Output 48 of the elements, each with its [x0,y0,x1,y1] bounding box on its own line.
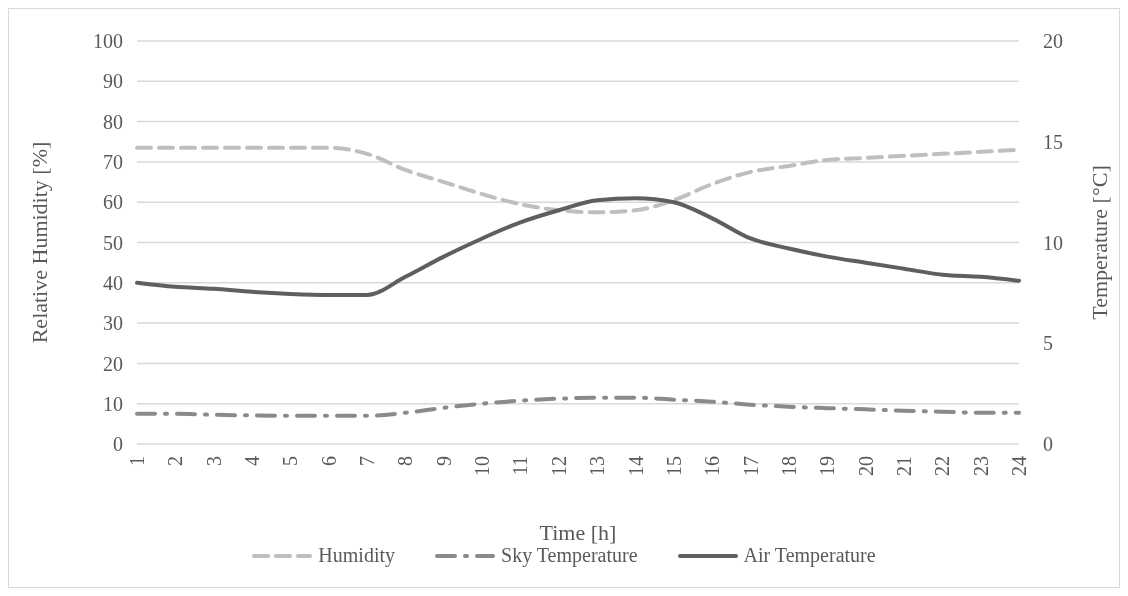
x-tick-label: 24 [1008,456,1030,476]
x-tick-label: 21 [892,456,915,476]
y-tick-label: 30 [103,312,123,335]
y-tick-label: 10 [103,392,123,415]
x-tick-label: 4 [241,456,264,466]
y-tick-label: 20 [103,352,123,375]
legend-label: Air Temperature [743,544,876,567]
y-tick-label: 80 [103,110,123,133]
line-series [135,196,1021,297]
y2-axis-title: Temperature [°C] [1086,165,1112,320]
y-axis-title: Relative Humidity [%] [26,141,52,344]
x-tick-label: 20 [854,456,877,476]
line-series [135,395,1021,418]
y-tick-label: 90 [103,70,123,93]
x-tick-label: 2 [164,456,187,466]
y-tick-label: 50 [103,231,123,254]
x-tick-label: 23 [969,456,992,476]
y2-tick-label: 5 [1043,332,1053,355]
x-tick-label: 1 [126,456,148,466]
y2-tick-label: 15 [1043,130,1063,153]
x-tick-label: 10 [471,456,494,476]
x-tick-label: 6 [317,456,340,466]
legend-label: Sky Temperature [501,544,638,567]
x-tick-label: 3 [202,456,225,466]
x-tick-label: 18 [777,456,800,476]
x-axis-title: Time [h] [539,520,617,545]
x-tick-label: 14 [624,456,647,476]
x-tick-label: 7 [356,456,379,466]
y-tick-label: 0 [113,433,123,456]
x-tick-label: 19 [816,456,839,476]
y2-tick-label: 10 [1043,231,1063,254]
y2-tick-label: 20 [1043,30,1063,53]
x-tick-label: 8 [394,456,417,466]
x-tick-label: 16 [701,456,724,476]
y-tick-label: 70 [103,151,123,173]
y-tick-label: 60 [103,191,123,214]
x-tick-label: 13 [586,456,609,476]
y2-tick-label: 0 [1043,433,1053,456]
legend-label: Humidity [318,544,396,567]
x-tick-label: 11 [509,456,532,476]
y-tick-label: 100 [93,30,123,53]
x-tick-label: 5 [279,456,302,466]
x-tick-label: 17 [739,456,762,476]
x-tick-label: 12 [547,456,570,476]
x-tick-label: 22 [931,456,954,476]
x-tick-label: 15 [662,456,685,476]
x-tick-label: 9 [432,456,455,466]
y-tick-label: 40 [103,271,123,294]
